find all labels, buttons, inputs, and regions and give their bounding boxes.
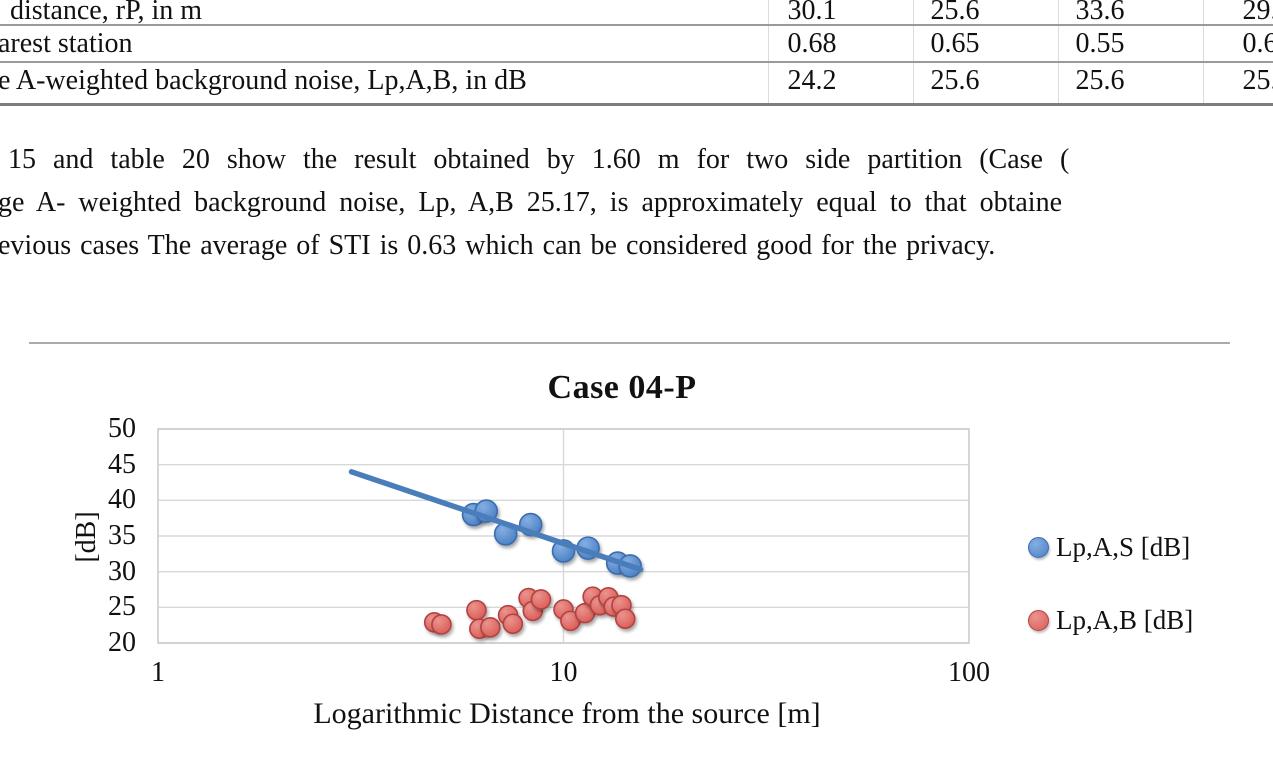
legend-item: Lp,A,B [dB] xyxy=(1028,606,1193,634)
table-cell: 30.1 xyxy=(787,0,837,26)
table-row-label: arest station xyxy=(0,28,133,59)
scatter-point xyxy=(611,594,632,616)
scatter-point xyxy=(469,618,490,640)
scatter-point xyxy=(518,587,539,609)
y-tick-label: 25 xyxy=(108,591,136,623)
scatter-point xyxy=(614,608,636,630)
table-cell: 0.6 xyxy=(1242,28,1273,59)
table-row: distance, rP, in m 30.1 25.6 33.6 29. xyxy=(0,0,1273,26)
table-cell: 33.6 xyxy=(1075,0,1125,26)
x-tick-label: 10 xyxy=(549,657,578,688)
table-row-label: distance, rP, in m xyxy=(10,0,203,26)
scatter-point xyxy=(431,614,452,635)
table-column-divider xyxy=(768,0,770,104)
table-column-divider xyxy=(1058,0,1060,104)
y-tick-label: 40 xyxy=(108,484,136,516)
scatter-point xyxy=(576,536,600,560)
scatter-point xyxy=(618,554,642,578)
trend-line xyxy=(348,469,644,573)
legend-label: Lp,A,S [dB] xyxy=(1056,532,1191,562)
scatter-point xyxy=(574,602,596,624)
results-table-fragment: distance, rP, in m 30.1 25.6 33.6 29. ar… xyxy=(0,0,1273,106)
table-cell: 0.65 xyxy=(930,28,980,59)
scatter-point xyxy=(474,499,499,523)
table-cell: 25.6 xyxy=(930,65,980,96)
scatter-point xyxy=(553,599,574,620)
table-rule xyxy=(0,61,1273,63)
legend-marker-lpas-icon xyxy=(1028,536,1049,558)
table-row: e A-weighted background noise, Lp,A,B, i… xyxy=(0,66,1273,96)
scatter-point xyxy=(605,551,630,575)
x-tick-label: 100 xyxy=(948,657,990,688)
scatter-point xyxy=(560,610,581,632)
legend-label: Lp,A,B [dB] xyxy=(1056,605,1194,635)
legend-marker-lpab-icon xyxy=(1028,609,1049,631)
scatter-point xyxy=(466,599,487,621)
scatter-point xyxy=(551,539,576,563)
scatter-point xyxy=(598,587,619,608)
figure-divider xyxy=(29,342,1230,344)
scatter-point xyxy=(423,612,445,633)
y-tick-label: 20 xyxy=(108,627,136,658)
chart-title: Case 04-P xyxy=(547,369,697,406)
paragraph-line: ge A- weighted background noise, Lp, A,B… xyxy=(0,187,1063,218)
paragraph-line: evious cases The average of STI is 0.63 … xyxy=(0,230,996,261)
y-tick-label: 30 xyxy=(108,555,136,587)
table-column-divider xyxy=(913,0,915,104)
scatter-point xyxy=(522,600,544,622)
scatter-point xyxy=(497,604,519,626)
y-tick-label: 35 xyxy=(108,520,136,551)
table-column-divider xyxy=(1203,0,1205,104)
scatter-point xyxy=(502,613,524,635)
table-cell: 0.68 xyxy=(787,28,837,59)
table-cell: 0.55 xyxy=(1075,28,1125,59)
table-cell: 29. xyxy=(1242,0,1273,26)
scatter-point xyxy=(589,594,611,616)
scatter-point xyxy=(461,502,486,527)
table-row-label: e A-weighted background noise, Lp,A,B, i… xyxy=(0,65,527,96)
table-row: arest station 0.68 0.65 0.55 0.6 xyxy=(0,29,1273,59)
table-cell: 25.6 xyxy=(930,0,980,26)
table-cell: 25. xyxy=(1242,65,1273,96)
y-tick-label: 50 xyxy=(108,413,136,444)
paragraph-line: 15 and table 20 show the result obtained… xyxy=(8,144,1070,175)
table-bottom-rule xyxy=(0,103,1273,106)
y-tick-label: 45 xyxy=(108,448,136,480)
scatter-point xyxy=(582,586,603,607)
table-cell: 24.2 xyxy=(787,65,837,96)
x-axis-label: Logarithmic Distance from the source [m] xyxy=(313,697,821,730)
scatter-point xyxy=(480,617,501,638)
scatter-point xyxy=(603,596,625,617)
table-rule xyxy=(0,24,1273,26)
plot-border xyxy=(157,428,970,644)
table-cell: 25.6 xyxy=(1075,65,1125,96)
x-tick-label: 1 xyxy=(151,657,165,688)
legend-item: Lp,A,S [dB] xyxy=(1028,533,1190,561)
scatter-point xyxy=(518,512,543,537)
scatter-point xyxy=(530,589,552,610)
scatter-point xyxy=(493,522,518,546)
